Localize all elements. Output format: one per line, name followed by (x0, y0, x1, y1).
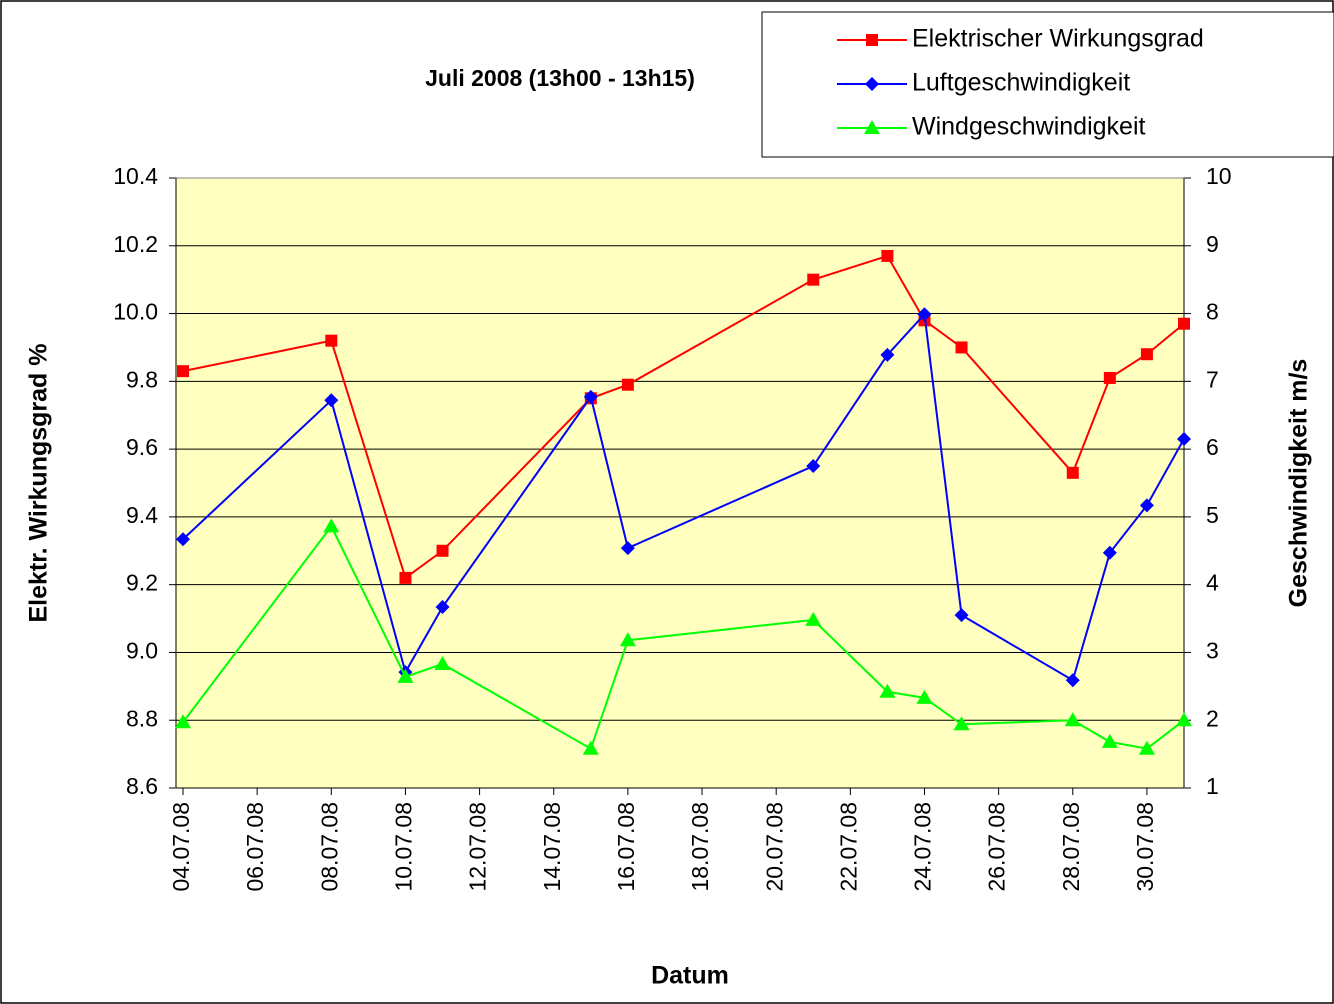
marker (881, 249, 894, 262)
marker (916, 689, 933, 704)
legend-marker (864, 120, 880, 134)
marker (1138, 740, 1155, 755)
legend-marker (865, 77, 879, 91)
x-tick-label: 30.07.08 (1132, 802, 1158, 892)
marker (1140, 348, 1153, 361)
y2-tick-label: 3 (1206, 638, 1219, 664)
y2-tick-label: 7 (1206, 366, 1219, 392)
y-tick-label: 10.2 (113, 231, 158, 257)
marker (397, 668, 414, 683)
marker (619, 632, 636, 647)
x-tick-label: 14.07.08 (539, 802, 565, 892)
marker (436, 544, 449, 557)
y2-tick-label: 4 (1206, 570, 1219, 596)
marker (1177, 431, 1191, 446)
marker (1065, 673, 1080, 688)
marker (325, 334, 338, 347)
series-line (182, 254, 1185, 580)
marker (582, 740, 599, 755)
y-tick-label: 10.0 (113, 299, 158, 325)
marker (399, 571, 412, 584)
y2-tick-label: 5 (1206, 502, 1219, 528)
marker (1103, 371, 1116, 384)
x-tick-label: 18.07.08 (687, 802, 713, 892)
x-axis-title: Datum (651, 962, 729, 990)
y-axis-title: Elektr. Wirkungsgrad % (25, 343, 53, 622)
series-line (182, 311, 1185, 682)
y2-tick-label: 1 (1206, 773, 1219, 799)
y2-tick-label: 10 (1206, 163, 1232, 189)
legend-marker (866, 34, 878, 46)
marker (805, 611, 822, 626)
plot-area (176, 178, 1184, 788)
marker (806, 459, 821, 474)
y-tick-label: 9.4 (126, 502, 158, 528)
marker (807, 273, 820, 286)
x-tick-label: 28.07.08 (1058, 802, 1084, 892)
y2-tick-label: 9 (1206, 231, 1219, 257)
marker (953, 716, 970, 731)
marker (323, 518, 340, 533)
marker (176, 532, 190, 547)
y-tick-label: 9.2 (126, 570, 158, 596)
y2-axis-title: Geschwindigkeit m/s (1285, 359, 1313, 608)
marker (955, 341, 968, 354)
x-tick-label: 10.07.08 (391, 802, 417, 892)
x-tick-label: 04.07.08 (168, 802, 194, 892)
x-tick-label: 16.07.08 (613, 802, 639, 892)
y-tick-label: 9.6 (126, 434, 158, 460)
marker (1178, 317, 1190, 330)
marker (1102, 545, 1117, 560)
x-tick-label: 24.07.08 (910, 802, 936, 892)
marker (435, 600, 450, 615)
y-tick-label: 9.0 (126, 638, 158, 664)
marker (1066, 466, 1079, 479)
legend-label: Luftgeschwindigkeit (912, 69, 1130, 97)
y-tick-label: 10.4 (113, 163, 158, 189)
legend-label: Windgeschwindigkeit (912, 113, 1146, 141)
marker (1176, 712, 1192, 727)
y-tick-label: 9.8 (126, 366, 158, 392)
marker (175, 714, 191, 729)
marker (620, 541, 635, 556)
x-tick-label: 06.07.08 (242, 802, 268, 892)
series-line (182, 524, 1185, 751)
y-tick-label: 8.6 (126, 773, 158, 799)
x-tick-label: 20.07.08 (761, 802, 787, 892)
marker (324, 393, 339, 408)
marker (583, 389, 598, 404)
marker (1139, 498, 1154, 513)
marker (1101, 733, 1118, 748)
marker (917, 307, 932, 322)
y2-tick-label: 8 (1206, 299, 1219, 325)
x-tick-label: 12.07.08 (465, 802, 491, 892)
y-tick-label: 8.8 (126, 705, 158, 731)
x-tick-label: 22.07.08 (835, 802, 861, 892)
x-tick-label: 26.07.08 (984, 802, 1010, 892)
marker (954, 608, 969, 623)
y2-tick-label: 2 (1206, 705, 1219, 731)
marker (879, 683, 896, 698)
marker (1064, 712, 1081, 727)
legend-label: Elektrischer Wirkungsgrad (912, 25, 1204, 53)
y2-tick-label: 6 (1206, 434, 1219, 460)
marker (177, 365, 189, 378)
x-tick-label: 08.07.08 (316, 802, 342, 892)
marker (621, 378, 634, 391)
marker (880, 347, 895, 362)
chart-title: Juli 2008 (13h00 - 13h15) (425, 65, 695, 91)
marker (434, 655, 451, 670)
